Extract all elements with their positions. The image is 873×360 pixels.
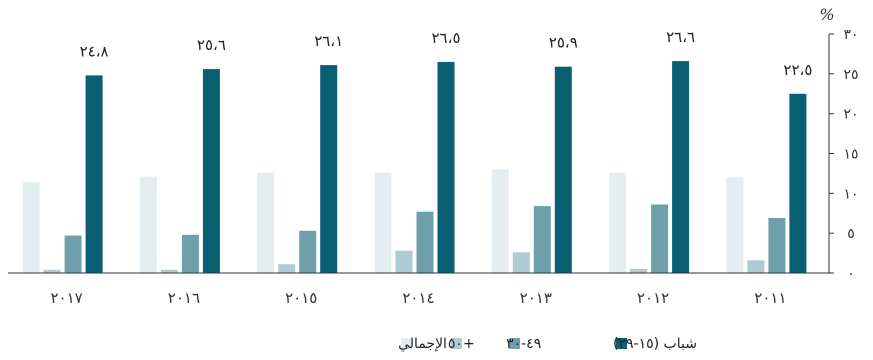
bar-2-2 (630, 269, 648, 273)
bars-layer (22, 61, 807, 274)
bar-4-6 (202, 69, 220, 273)
bar-1-3 (491, 169, 509, 273)
legend-label: شباب (١٥-٢٩) (613, 336, 697, 352)
x-tick-label: ٢٠١٢ (637, 289, 669, 307)
bar-2-3 (512, 252, 530, 273)
x-tick-label: ٢٠١٤ (402, 289, 434, 307)
y-tick-label: ٢٥ (843, 67, 858, 83)
value-label: ٢٦،٦ (666, 28, 695, 46)
bar-2-6 (160, 269, 178, 273)
bar-1-1 (726, 177, 744, 273)
bar-4-1 (789, 93, 807, 274)
bar-3-5 (299, 230, 317, 273)
bar-2-1 (747, 260, 765, 273)
bar-4-3 (554, 66, 572, 273)
bar-3-2 (651, 204, 669, 273)
value-label: ٢٤،٨ (80, 42, 109, 60)
y-tick-label: ١٠ (843, 186, 858, 202)
bar-1-2 (609, 172, 627, 273)
bar-3-6 (181, 234, 199, 273)
bar-3-7 (64, 235, 82, 273)
legend-swatch (450, 338, 462, 349)
y-tick-label: ١٥ (843, 147, 858, 163)
bar-3-4 (416, 211, 434, 273)
value-labels-layer: ٢٢،٥ ٢٦،٦ ٢٥،٩ ٢٦،٥ ٢٦،١ ٢٥،٦ ٢٤،٨ (80, 28, 813, 79)
bar-1-7 (22, 182, 40, 273)
bar-3-3 (533, 206, 551, 273)
bar-1-4 (374, 172, 392, 273)
legend-label: ٤٩-٣٠ (506, 336, 541, 352)
bar-4-5 (320, 65, 338, 273)
y-axis-unit: % (819, 5, 834, 24)
bar-1-5 (257, 172, 275, 273)
legend-swatch (401, 338, 413, 349)
y-tick-label: ٠ (847, 266, 855, 282)
bar-2-4 (395, 250, 413, 273)
y-ticks-layer: ٠ ٥ ١٠ ١٥ ٢٠ ٢٥ ٣٠ (829, 27, 859, 282)
legend-swatch (509, 338, 521, 349)
legend-label: الإجمالي (398, 336, 447, 352)
value-label: ٢٦،٥ (431, 29, 460, 47)
value-label: ٢٦،١ (314, 32, 343, 50)
y-tick-label: ٥ (847, 226, 855, 242)
bar-4-2 (672, 61, 690, 273)
legend-swatch (616, 338, 627, 349)
bar-4-7 (85, 75, 103, 274)
x-tick-label: ٢٠١٥ (285, 289, 317, 307)
x-tick-label: ٢٠١٦ (168, 289, 200, 307)
bar-2-7 (43, 269, 61, 273)
y-tick-label: ٣٠ (843, 27, 858, 43)
value-label: ٢٥،٩ (549, 34, 578, 52)
legend-label: +٥٠ (448, 336, 475, 352)
bar-2-5 (278, 264, 296, 273)
x-labels-layer: ٢٠١١ ٢٠١٢ ٢٠١٣ ٢٠١٤ ٢٠١٥ ٢٠١٦ ٢٠١٧ (50, 289, 786, 307)
x-tick-label: ٢٠١٧ (50, 289, 82, 307)
bar-3-1 (768, 218, 786, 273)
bar-4-4 (437, 61, 455, 274)
x-tick-label: ٢٠١١ (754, 289, 786, 307)
value-label: ٢٢،٥ (783, 61, 812, 79)
bar-1-6 (139, 176, 157, 273)
y-tick-label: ٢٠ (843, 107, 858, 123)
value-label: ٢٥،٦ (197, 36, 226, 54)
x-tick-label: ٢٠١٣ (520, 289, 552, 307)
